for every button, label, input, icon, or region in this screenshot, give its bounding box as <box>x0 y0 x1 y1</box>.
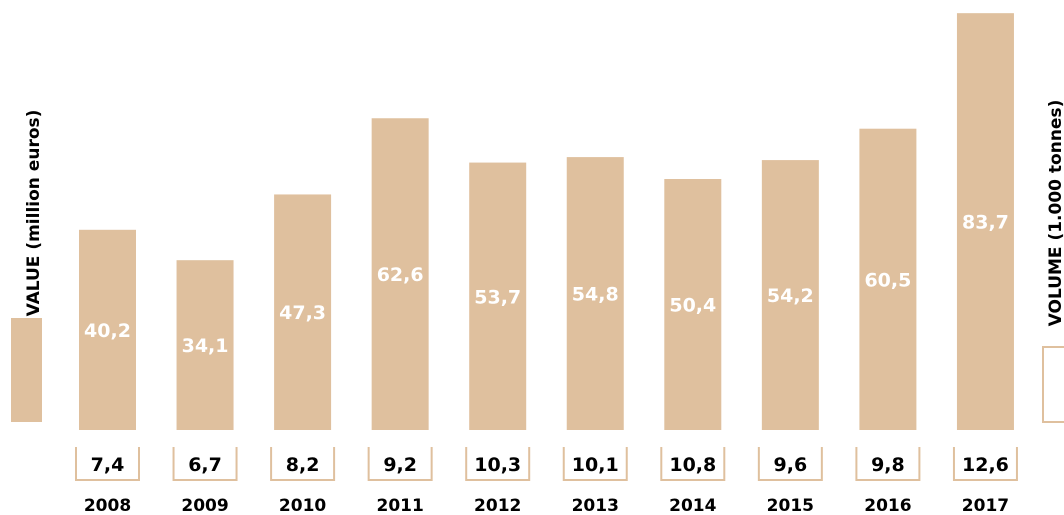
value-data-label: 40,2 <box>84 320 131 342</box>
value-data-label: 34,1 <box>182 335 229 357</box>
value-data-label: 62,6 <box>377 264 424 286</box>
volume-axis-label: VOLUME (1.000 tonnes) <box>1046 100 1064 327</box>
value-data-label: 47,3 <box>279 302 326 324</box>
value-data-label: 83,7 <box>962 212 1009 234</box>
year-tick-label: 2009 <box>181 496 228 515</box>
volume-box <box>660 447 726 481</box>
value-data-label: 54,2 <box>767 285 814 307</box>
value-bar <box>956 13 1014 430</box>
volume-data-label: 12,6 <box>962 454 1009 476</box>
year-tick-label: 2008 <box>84 496 131 515</box>
value-data-label: 54,8 <box>572 284 619 306</box>
value-data-label: 60,5 <box>864 269 911 291</box>
year-tick-label: 2011 <box>376 496 423 515</box>
value-bar <box>176 260 234 430</box>
volume-box <box>367 447 433 481</box>
value-bar <box>664 179 722 430</box>
volume-data-label: 10,3 <box>474 454 521 476</box>
year-tick-label: 2014 <box>669 496 716 515</box>
volume-data-label: 6,7 <box>188 454 222 476</box>
volume-data-label: 7,4 <box>91 454 125 476</box>
value-bar <box>274 194 332 430</box>
volume-data-label: 9,2 <box>383 454 417 476</box>
value-bar <box>79 229 136 430</box>
volume-box <box>855 447 921 481</box>
volume-data-label: 8,2 <box>286 454 320 476</box>
volume-box <box>75 447 140 481</box>
value-bar <box>469 162 527 430</box>
value-bar <box>566 157 624 430</box>
volume-data-label: 10,1 <box>572 454 619 476</box>
value-legend-swatch <box>11 318 42 422</box>
volume-legend-swatch <box>1042 346 1064 423</box>
value-data-label: 53,7 <box>474 286 521 308</box>
volume-box <box>465 447 531 481</box>
value-data-label: 50,4 <box>669 295 716 317</box>
value-bars: 40,2 34,1 47,3 62,6 53,7 54,8 50,4 54,2 60,5 83,7 <box>79 13 1014 431</box>
value-bar <box>761 160 819 431</box>
value-axis-label: VALUE (million euros) <box>24 110 44 317</box>
year-tick-label: 2013 <box>572 496 619 515</box>
volume-boxes: 7,4 6,7 8,2 9,2 10,3 10,1 10,8 9,6 9,8 12,6 <box>75 447 1018 481</box>
value-bar <box>371 118 429 430</box>
volume-data-label: 10,8 <box>669 454 716 476</box>
year-tick-label: 2010 <box>279 496 326 515</box>
year-tick-label: 2015 <box>767 496 814 515</box>
volume-box <box>562 447 628 481</box>
year-tick-labels: 2008 2009 2010 2011 2012 2013 2014 2015 2016 2017 <box>84 496 1009 515</box>
value-bar <box>859 128 917 430</box>
volume-box <box>757 447 823 481</box>
volume-data-label: 9,8 <box>871 454 905 476</box>
year-tick-label: 2012 <box>474 496 521 515</box>
year-tick-label: 2016 <box>864 496 911 515</box>
volume-box <box>270 447 336 481</box>
year-tick-label: 2017 <box>962 496 1009 515</box>
volume-box <box>952 447 1018 481</box>
volume-data-label: 9,6 <box>774 454 808 476</box>
volume-box <box>172 447 238 481</box>
